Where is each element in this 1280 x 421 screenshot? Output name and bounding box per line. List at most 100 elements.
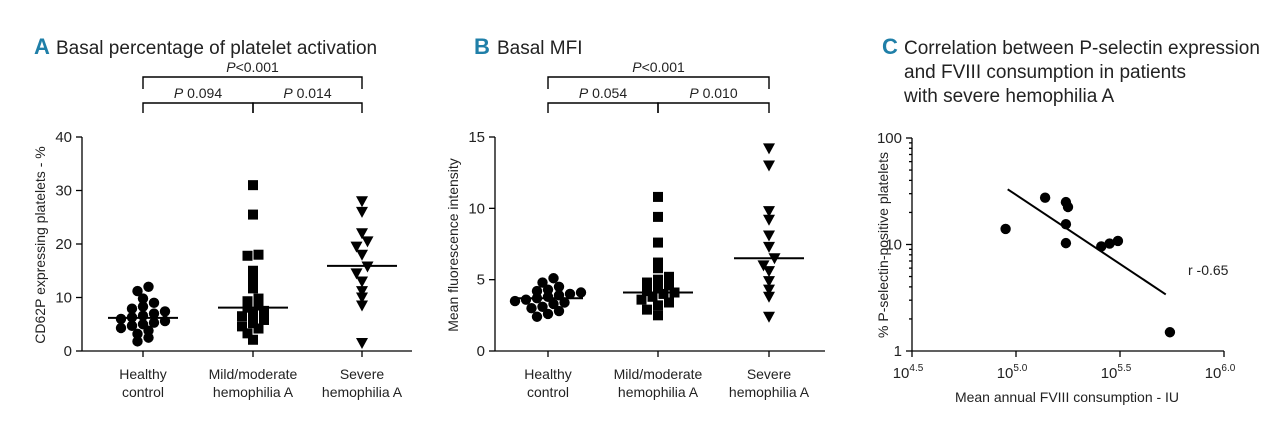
data-point [1039,192,1051,203]
data-point [137,301,149,312]
panel-b: B Basal MFI P<0.001 P 0.054 P 0.010 Mean f… [445,34,825,400]
data-point [1104,238,1115,249]
y-tick-label: 20 [55,236,72,253]
panel-a-title: Basal percentage of platelet activation [56,38,377,59]
panel-a-points [108,180,397,349]
y-tick-label: 10 [468,200,485,217]
y-tick-label: 100 [877,130,902,147]
panel-b-title: Basal MFI [497,38,583,59]
data-point [1112,235,1124,247]
data-point [356,292,368,304]
data-point [253,300,264,311]
data-point [350,241,363,253]
data-point [763,143,775,155]
category-label: Mild/moderate [614,366,703,382]
data-point [356,206,368,218]
panel-b-significance: P<0.001 P 0.054 P 0.010 [547,59,770,113]
data-point [237,311,247,322]
comparison-bracket [142,102,254,113]
category-label: Mild/moderate [209,366,298,382]
data-point [763,266,775,278]
p-value: P 0.014 [283,85,331,101]
data-point [237,321,247,332]
panel-a-letter: A [34,34,50,59]
data-point [763,284,775,296]
data-point [143,332,154,343]
data-point [526,303,537,314]
data-point [248,180,258,191]
data-point [361,236,374,248]
data-point [253,323,264,334]
panel-c-x-axis-label: Mean annual FVIII consumption - IU [955,389,1179,405]
data-point [356,228,368,240]
p-value: P 0.094 [174,85,222,101]
p-value: P 0.010 [689,85,737,101]
p-value: P<0.001 [226,59,279,75]
category-label: hemophilia A [322,384,403,400]
data-point [542,291,554,302]
data-point [242,250,253,261]
data-point [115,313,127,325]
x-tick-label: 104.5 [893,363,924,382]
data-point [636,294,647,305]
panel-a-y-axis-label: CD62P expressing platelets - % [32,146,48,343]
data-point [1000,223,1011,235]
data-point [253,293,264,304]
data-point [664,271,674,282]
data-point [242,328,253,339]
panel-b-points [509,143,804,323]
data-point [248,308,258,319]
y-tick-label: 1 [894,343,902,360]
data-point [248,209,258,220]
comparison-bracket [252,102,363,113]
panel-c-points [1000,188,1176,338]
data-point [763,241,775,253]
data-point [259,305,269,316]
data-point [664,280,674,291]
data-point [1062,201,1074,213]
data-point [242,296,253,307]
data-point [653,310,663,321]
data-point [531,285,543,297]
panel-b-letter: B [474,34,490,59]
category-label: hemophilia A [618,384,699,400]
comparison-bracket [547,76,770,89]
data-point [642,286,652,297]
data-point [542,284,554,295]
x-tick-label: 106.0 [1205,363,1236,382]
category-label: Healthy [119,366,166,382]
data-point [350,268,363,280]
data-point [356,286,368,298]
data-point [763,291,775,303]
comparison-bracket [657,102,770,113]
data-point [259,314,269,325]
y-tick-label: 5 [477,272,485,289]
panel-c-y-axis-label: % P-selectin-positive platelets [875,152,891,338]
data-point [763,206,775,218]
panel-b-y-axis-label: Mean fluorescence intensity [445,158,461,332]
data-point [542,308,554,320]
y-tick-label: 30 [55,183,72,200]
data-point [356,276,368,288]
p-value: P 0.054 [579,85,627,101]
data-point [1164,327,1176,338]
data-point [248,334,258,345]
data-point [653,237,663,248]
y-tick-label: 15 [468,129,485,146]
data-point [653,274,663,285]
panel-a: A Basal percentage of platelet activatio… [32,34,412,400]
data-point [763,311,775,323]
y-tick-label: 0 [64,343,72,360]
panel-c-title-line-1: Correlation between P-selectin expressio… [904,38,1260,59]
data-point [356,337,368,349]
category-label: control [527,384,569,400]
data-point [653,257,663,268]
data-point [664,297,674,308]
category-label: hemophilia A [729,384,810,400]
data-point [361,261,374,273]
data-point [559,297,570,308]
data-point [564,288,576,300]
data-point [356,249,368,261]
